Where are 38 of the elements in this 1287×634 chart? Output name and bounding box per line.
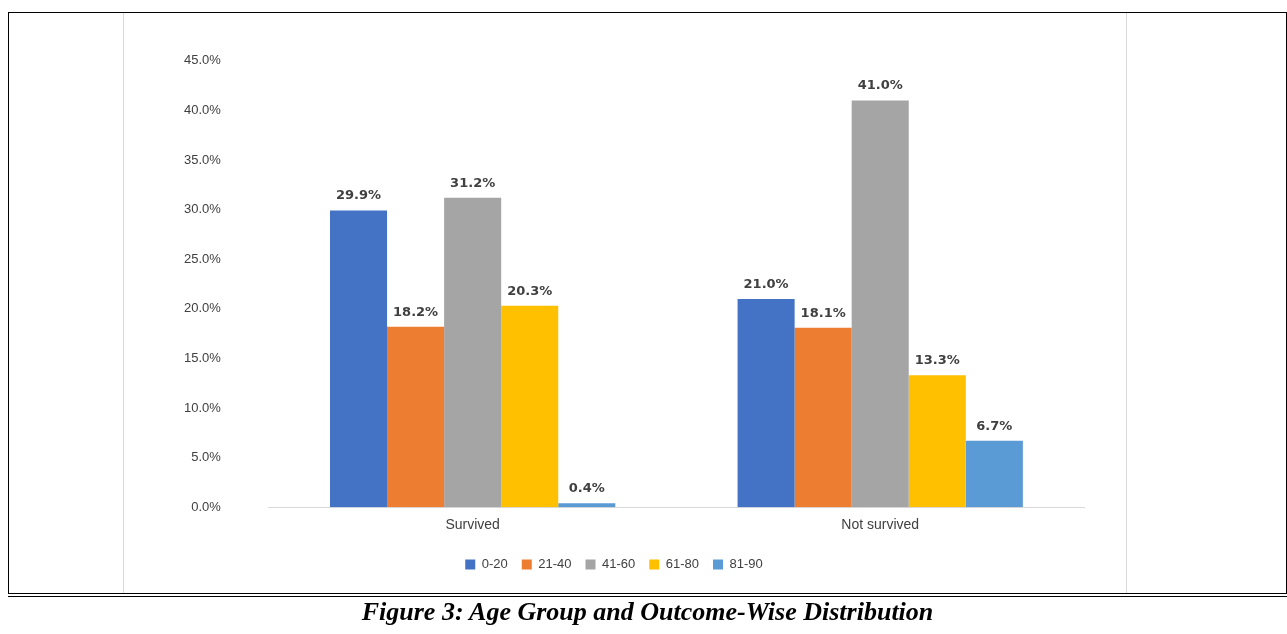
bar — [965, 440, 1023, 508]
y-tick-label: 30.0% — [183, 201, 222, 217]
y-tick-label: 5.0% — [191, 449, 222, 465]
bar — [501, 305, 559, 508]
data-label: 6.7% — [976, 417, 1013, 433]
bar — [908, 375, 966, 508]
legend-label: 21-40 — [538, 556, 572, 572]
bar — [558, 503, 616, 508]
bar — [794, 327, 852, 508]
legend-label: 41-60 — [602, 556, 636, 572]
legend-label: 61-80 — [665, 556, 700, 572]
data-label: 0.4% — [568, 480, 605, 496]
data-label: 18.1% — [800, 304, 846, 320]
y-tick-label: 15.0% — [183, 349, 222, 365]
y-tick-label: 35.0% — [183, 151, 222, 167]
x-tick-label: Survived — [445, 516, 500, 533]
y-tick-label: 45.0% — [183, 52, 222, 68]
y-tick-label: 10.0% — [183, 399, 222, 415]
data-label: 41.0% — [857, 77, 903, 93]
y-tick-label: 0.0% — [191, 498, 222, 514]
bar — [851, 100, 909, 508]
y-tick-label: 20.0% — [183, 300, 222, 316]
data-label: 18.2% — [393, 303, 439, 319]
data-label: 29.9% — [335, 187, 382, 203]
bar — [444, 197, 502, 508]
data-label: 20.3% — [507, 282, 553, 298]
bar — [387, 326, 445, 508]
data-label: 21.0% — [743, 275, 789, 291]
x-tick-label: Not survived — [841, 516, 920, 533]
text: Figure 3: Age Group and Outcome-Wise Distribution — [8, 596, 1287, 627]
data-label: 13.3% — [914, 352, 960, 368]
legend-label: 81-90 — [729, 556, 763, 572]
y-tick-label: 40.0% — [183, 101, 222, 117]
y-tick-label: 25.0% — [183, 250, 222, 266]
legend-label: 0-20 — [481, 556, 508, 572]
bar — [330, 210, 388, 508]
data-label: 31.2% — [450, 174, 496, 190]
bar — [737, 298, 795, 508]
